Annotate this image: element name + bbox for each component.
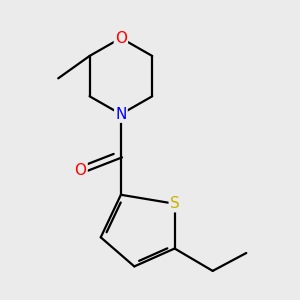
Text: S: S bbox=[170, 196, 179, 211]
Text: N: N bbox=[115, 107, 127, 122]
Text: O: O bbox=[75, 163, 87, 178]
Text: O: O bbox=[115, 31, 127, 46]
